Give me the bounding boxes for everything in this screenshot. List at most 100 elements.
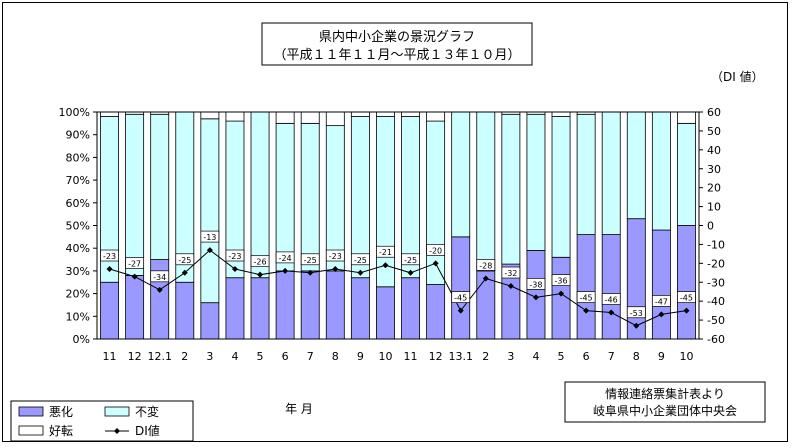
di-marker-10 — [357, 269, 364, 276]
bar-segment-koten-0 — [100, 111, 119, 117]
di-label-box-9 — [325, 249, 345, 262]
x-tick-label-20: 7 — [608, 350, 615, 363]
x-tick-label-22: 9 — [658, 350, 665, 363]
x-tick-label-1: 12 — [128, 350, 142, 363]
di-label-20: -46 — [605, 296, 618, 305]
bar-segment-akka-8 — [300, 270, 320, 340]
legend-label-fuhen: 不変 — [135, 404, 159, 419]
x-tick-label-6: 5 — [257, 350, 264, 363]
x-tick-label-23: 10 — [679, 350, 693, 363]
di-label-11: -21 — [379, 248, 392, 257]
di-label-1: -27 — [128, 260, 141, 269]
legend-swatch-koten — [18, 425, 44, 436]
di-label-0: -23 — [103, 252, 116, 261]
di-label-17: -38 — [529, 280, 542, 289]
bar-segment-fuhen-4 — [200, 118, 220, 304]
di-marker-13 — [432, 260, 439, 267]
di-label-box-13 — [426, 243, 445, 256]
plot-background — [97, 112, 699, 339]
bar-segment-fuhen-19 — [576, 113, 596, 235]
right-axis-label: （DI 値） — [711, 69, 764, 84]
bar-segment-fuhen-7 — [275, 122, 295, 272]
di-label-3: -25 — [178, 256, 191, 265]
left-axis-ticks: 0% 10% 20% 30% 40% 50% 60% 70% 80% 90% 100% — [59, 106, 97, 346]
di-label-23: -45 — [680, 294, 693, 303]
di-label-8: -25 — [304, 256, 317, 265]
di-marker-5 — [231, 266, 238, 273]
di-label-2: -34 — [153, 273, 166, 282]
di-label-12: -25 — [404, 256, 417, 265]
bar-segment-fuhen-16 — [501, 113, 521, 265]
bar-segment-akka-4 — [200, 302, 220, 340]
x-tick-label-11: 10 — [378, 350, 392, 363]
di-label-9: -23 — [329, 252, 342, 261]
di-label-7: -24 — [279, 254, 292, 263]
source-line-2: 岐阜県中小企業団体中央会 — [593, 403, 737, 418]
plot-area: -23 -27 -34 -25 -13 -23 -26 -24 -25 -23 -25 -21 -25 -… — [96, 111, 700, 340]
bar-segment-akka-22 — [651, 229, 671, 340]
bar-segment-koten-18 — [551, 111, 571, 117]
x-tick-label-7: 6 — [282, 350, 289, 363]
di-label-box-17 — [526, 278, 546, 290]
di-label-4: -13 — [203, 233, 216, 242]
di-label-box-20 — [601, 293, 621, 305]
right-tick-label-0: 60 — [707, 106, 721, 119]
bar-segment-akka-3 — [175, 281, 195, 340]
di-marker-2 — [156, 286, 163, 293]
right-tick-label-9: -30 — [707, 276, 725, 289]
di-marker-21 — [633, 322, 640, 329]
x-tick-label-9: 8 — [332, 350, 339, 363]
di-label-box-12 — [401, 253, 420, 266]
x-tick-label-19: 6 — [583, 350, 590, 363]
di-marker-8 — [307, 269, 314, 276]
right-tick-label-8: -20 — [707, 257, 725, 270]
chart-subtitle: （平成１１年１１月～平成１３年１０月） — [273, 48, 520, 63]
left-tick-label-4: 40% — [66, 242, 90, 255]
di-label-16: -32 — [504, 269, 517, 278]
title-box-border — [261, 22, 533, 66]
left-tick-label-5: 50% — [66, 220, 90, 233]
x-tick-label-5: 4 — [231, 350, 238, 363]
source-line-1: 情報連絡票集計表より — [605, 386, 725, 401]
di-marker-1 — [131, 273, 138, 280]
di-label-box-0 — [100, 249, 119, 262]
x-tick-label-13: 12 — [429, 350, 443, 363]
di-marker-23 — [683, 307, 690, 314]
bar-segment-fuhen-15 — [476, 111, 496, 272]
di-label-box-8 — [300, 253, 320, 266]
bar-segment-akka-14 — [451, 236, 471, 340]
right-tick-label-5: 10 — [707, 201, 721, 214]
x-tick-label-16: 3 — [507, 350, 514, 363]
di-marker-4 — [206, 247, 213, 254]
bar-segment-fuhen-2 — [150, 113, 170, 260]
bar-segment-koten-11 — [376, 111, 395, 117]
x-tick-label-4: 3 — [206, 350, 213, 363]
di-label-box-3 — [175, 253, 195, 266]
right-tick-label-11: -50 — [707, 314, 725, 327]
di-label-box-15 — [476, 259, 496, 271]
bar-segment-akka-0 — [100, 281, 119, 340]
left-tick-label-10: 100% — [59, 106, 90, 119]
source-box-border — [564, 381, 766, 423]
bar-segment-koten-5 — [225, 111, 245, 122]
bar-segment-fuhen-22 — [651, 111, 671, 231]
di-label-15: -28 — [479, 261, 492, 270]
bar-segment-fuhen-1 — [125, 113, 145, 276]
x-tick-label-8: 7 — [307, 350, 314, 363]
x-tick-label-14: 13.1 — [448, 350, 473, 363]
legend-swatch-fuhen — [104, 406, 130, 417]
source-box: 情報連絡票集計表より 岐阜県中小企業団体中央会 — [564, 381, 766, 423]
x-tick-label-21: 8 — [633, 350, 640, 363]
di-label-10: -25 — [354, 256, 367, 265]
left-tick-label-2: 20% — [66, 288, 90, 301]
bar-segment-koten-23 — [677, 111, 696, 124]
x-tick-label-10: 9 — [357, 350, 364, 363]
di-marker-7 — [282, 267, 289, 274]
bar-segment-fuhen-18 — [551, 116, 571, 258]
bar-segment-koten-9 — [325, 111, 345, 127]
di-label-5: -23 — [228, 252, 241, 261]
left-tick-label-0: 0% — [73, 333, 90, 346]
bar-segment-koten-12 — [401, 111, 420, 117]
legend: 悪化 不変 好転 DI値 — [10, 400, 194, 442]
bar-segment-akka-10 — [350, 277, 370, 340]
